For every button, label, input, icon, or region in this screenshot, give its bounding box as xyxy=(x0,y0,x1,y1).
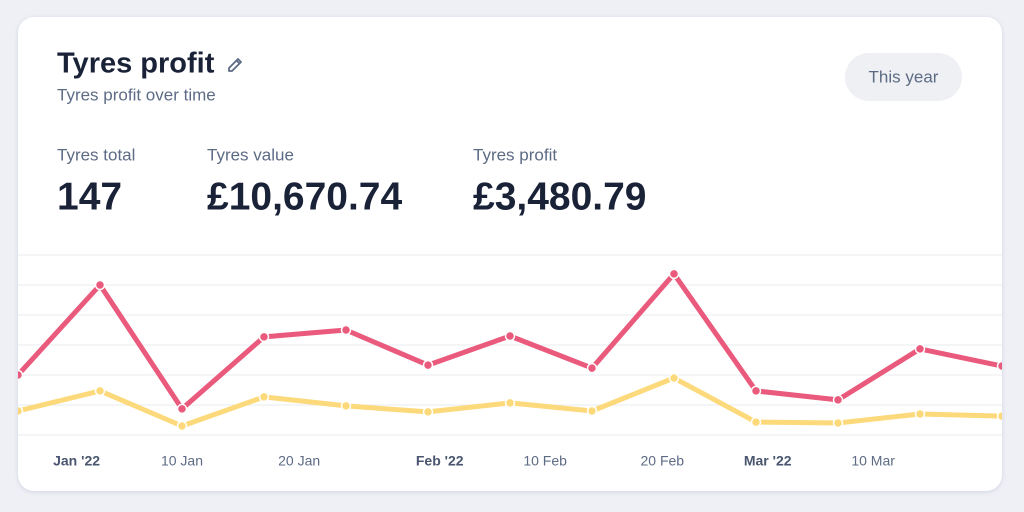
period-button-label[interactable]: This year xyxy=(869,67,939,86)
point xyxy=(996,410,1002,422)
point xyxy=(18,369,24,381)
card-title: Tyres profit xyxy=(57,48,215,80)
card-subtitle: Tyres profit over time xyxy=(57,85,216,104)
point xyxy=(94,385,106,397)
point xyxy=(586,405,598,417)
point xyxy=(750,385,762,397)
point xyxy=(94,279,106,291)
x-tick-label: 10 Feb xyxy=(523,453,567,469)
point xyxy=(258,331,270,343)
stat-label: Tyres profit xyxy=(473,145,557,164)
point xyxy=(176,420,188,432)
stat-label: Tyres total xyxy=(57,145,135,164)
point xyxy=(586,362,598,374)
point xyxy=(340,400,352,412)
point xyxy=(832,394,844,406)
point xyxy=(340,324,352,336)
period-button[interactable] xyxy=(845,53,962,101)
stat-label: Tyres value xyxy=(207,145,294,164)
stat-value: £10,670.74 xyxy=(207,175,403,218)
x-tick-label: 20 Jan xyxy=(278,453,320,469)
edit-icon[interactable] xyxy=(228,58,242,72)
x-tick-label: 10 Mar xyxy=(851,453,895,469)
x-tick-label: Mar '22 xyxy=(744,453,792,469)
point xyxy=(914,408,926,420)
point xyxy=(18,405,24,417)
card xyxy=(18,17,1002,491)
point xyxy=(996,360,1002,372)
point xyxy=(668,372,680,384)
x-tick-label: 10 Jan xyxy=(161,453,203,469)
x-tick-label: 20 Feb xyxy=(640,453,684,469)
point xyxy=(422,406,434,418)
point xyxy=(176,403,188,415)
point xyxy=(504,397,516,409)
point xyxy=(668,268,680,280)
x-tick-label: Jan '22 xyxy=(53,453,100,469)
stat-value: 147 xyxy=(57,175,122,218)
point xyxy=(750,416,762,428)
point xyxy=(258,391,270,403)
point xyxy=(914,343,926,355)
x-tick-label: Feb '22 xyxy=(416,453,464,469)
stat-value: £3,480.79 xyxy=(473,175,647,218)
point xyxy=(832,417,844,429)
point xyxy=(504,330,516,342)
point xyxy=(422,359,434,371)
chart: Jan '22 10 Jan 20 Jan Feb '22 10 Feb 20 Feb Ma… xyxy=(18,254,1002,469)
